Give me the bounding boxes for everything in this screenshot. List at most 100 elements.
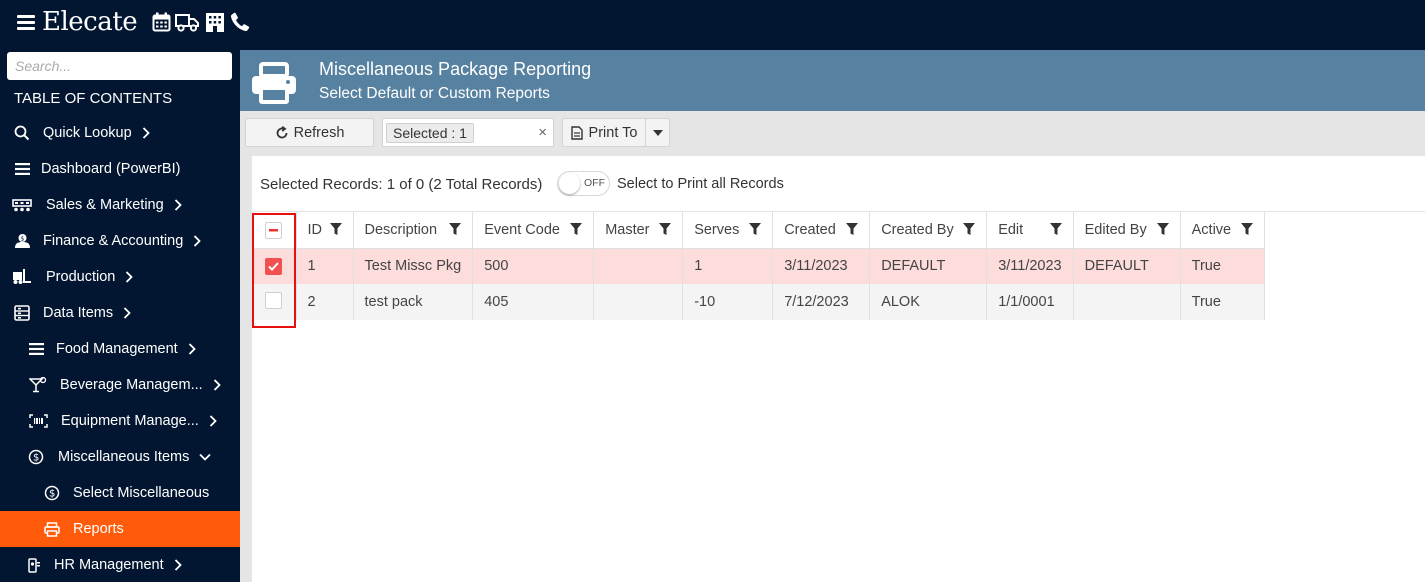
- sidebar-item-reports[interactable]: Reports: [0, 511, 240, 547]
- sidebar-item-quick-lookup[interactable]: Quick Lookup: [0, 115, 240, 151]
- filter-icon[interactable]: [1240, 223, 1253, 236]
- filter-icon[interactable]: [329, 223, 342, 236]
- truck-icon[interactable]: [175, 12, 200, 38]
- checkbox-column-highlight: [252, 213, 296, 328]
- print-to-dropdown[interactable]: [645, 118, 670, 147]
- records-table: ID Description Event Code Master Serves …: [252, 212, 1265, 320]
- filter-icon[interactable]: [1156, 223, 1169, 236]
- sidebar-item-hr-management[interactable]: HR Management: [0, 547, 240, 583]
- sidebar-item-data-items[interactable]: Data Items: [0, 295, 240, 331]
- sidebar-item-label: Finance & Accounting: [43, 233, 184, 249]
- sidebar-item-sales-marketing[interactable]: Sales & Marketing: [0, 187, 240, 223]
- print-to-label: Print To: [588, 124, 638, 141]
- column-header-edited-by[interactable]: Edited By: [1073, 212, 1181, 249]
- search-icon: [12, 124, 32, 142]
- cell-edited-by: DEFAULT: [1073, 248, 1181, 284]
- selection-tag-box[interactable]: Selected : 1 ×: [382, 118, 554, 147]
- phone-icon[interactable]: [230, 12, 251, 38]
- filter-icon[interactable]: [749, 223, 762, 236]
- caret-down-icon: [652, 129, 663, 136]
- sidebar-item-label: Sales & Marketing: [46, 197, 164, 213]
- refresh-icon: [275, 125, 289, 140]
- row-checkbox[interactable]: [265, 257, 283, 275]
- clear-selection-icon[interactable]: ×: [538, 124, 547, 141]
- chevron-right-icon: [142, 127, 150, 139]
- cell-created: 7/12/2023: [772, 284, 871, 320]
- cell-id: 1: [296, 248, 354, 284]
- refresh-button[interactable]: Refresh: [245, 118, 374, 147]
- sidebar-item-production[interactable]: Production: [0, 259, 240, 295]
- filter-icon[interactable]: [570, 223, 583, 236]
- cell-description: test pack: [353, 284, 474, 320]
- sidebar-item-label: Quick Lookup: [43, 125, 132, 141]
- id-badge-icon: [24, 556, 44, 574]
- page-title: Miscellaneous Package Reporting: [319, 59, 592, 79]
- column-header-serves[interactable]: Serves: [682, 212, 774, 249]
- select-all-checkbox[interactable]: [265, 222, 283, 240]
- sidebar-item-label: Reports: [73, 521, 124, 537]
- sidebar-item-label: Select Miscellaneous: [73, 485, 210, 501]
- column-header-description[interactable]: Description: [353, 212, 474, 249]
- cell-master: [593, 248, 684, 284]
- column-header-active[interactable]: Active: [1180, 212, 1265, 249]
- sidebar-item-beverage-management[interactable]: Beverage Managem...: [0, 367, 240, 403]
- table-row[interactable]: 2 test pack 405 -10 7/12/2023 ALOK 1/1/0…: [252, 284, 1265, 320]
- search-input[interactable]: [7, 52, 232, 80]
- barcode-icon: [28, 412, 48, 430]
- cell-created-by: ALOK: [869, 284, 988, 320]
- print-all-toggle[interactable]: OFF: [557, 171, 610, 196]
- page-subtitle: Select Default or Custom Reports: [319, 85, 550, 102]
- column-header-created-by[interactable]: Created By: [869, 212, 988, 249]
- cell-description: Test Missc Pkg: [353, 248, 474, 284]
- svg-text:$: $: [33, 453, 39, 464]
- filter-icon[interactable]: [1049, 223, 1062, 236]
- sidebar-item-finance[interactable]: $ Finance & Accounting: [0, 223, 240, 259]
- sidebar-item-select-miscellaneous[interactable]: $ Select Miscellaneous: [0, 475, 240, 511]
- sidebar: TABLE OF CONTENTS Quick Lookup Dashboard…: [0, 50, 240, 582]
- sidebar-item-food-management[interactable]: Food Management: [0, 331, 240, 367]
- filter-icon[interactable]: [963, 223, 976, 236]
- refresh-label: Refresh: [293, 124, 345, 141]
- row-select-cell[interactable]: [252, 248, 297, 284]
- table-row[interactable]: 1 Test Missc Pkg 500 1 3/11/2023 DEFAULT…: [252, 248, 1265, 284]
- column-header-edit[interactable]: Edit: [986, 212, 1074, 249]
- chevron-right-icon: [125, 271, 134, 283]
- divider: [252, 211, 1425, 212]
- list-icon: [26, 340, 46, 358]
- column-header-master[interactable]: Master: [593, 212, 684, 249]
- cell-edit: 1/1/0001: [986, 284, 1074, 320]
- database-icon: [12, 304, 32, 322]
- filter-icon[interactable]: [846, 223, 859, 236]
- chevron-down-icon: [199, 453, 211, 461]
- sidebar-item-equipment-management[interactable]: Equipment Manage...: [0, 403, 240, 439]
- column-header-id[interactable]: ID: [296, 212, 354, 249]
- select-all-header[interactable]: [252, 212, 297, 249]
- svg-text:$: $: [20, 236, 24, 243]
- building-icon[interactable]: [204, 12, 226, 38]
- sidebar-item-miscellaneous-items[interactable]: $ Miscellaneous Items: [0, 439, 240, 475]
- toggle-state: OFF: [584, 177, 605, 189]
- column-header-created[interactable]: Created: [772, 212, 871, 249]
- app-logo[interactable]: Elecate: [42, 7, 138, 37]
- row-checkbox[interactable]: [265, 291, 283, 309]
- column-header-event-code[interactable]: Event Code: [472, 212, 595, 249]
- cell-serves: -10: [682, 284, 774, 320]
- filter-icon[interactable]: [659, 223, 672, 236]
- print-to-button[interactable]: Print To: [562, 118, 646, 147]
- sidebar-item-label: Dashboard (PowerBI): [41, 161, 181, 177]
- cell-active: True: [1180, 284, 1265, 320]
- sidebar-item-label: Food Management: [56, 341, 178, 357]
- cell-event-code: 500: [472, 248, 595, 284]
- sidebar-item-label: Data Items: [43, 305, 114, 321]
- money-icon: $: [12, 232, 32, 250]
- row-select-cell[interactable]: [252, 284, 297, 320]
- filter-icon[interactable]: [449, 223, 462, 236]
- dollar-circle-icon: $: [42, 484, 62, 502]
- chevron-right-icon: [193, 235, 202, 247]
- calendar-icon[interactable]: [152, 12, 171, 38]
- cell-id: 2: [296, 284, 354, 320]
- hamburger-menu-icon[interactable]: [17, 15, 35, 31]
- main-content: Miscellaneous Package Reporting Select D…: [240, 50, 1425, 582]
- sidebar-item-dashboard[interactable]: Dashboard (PowerBI): [0, 151, 240, 187]
- chevron-right-icon: [174, 559, 182, 571]
